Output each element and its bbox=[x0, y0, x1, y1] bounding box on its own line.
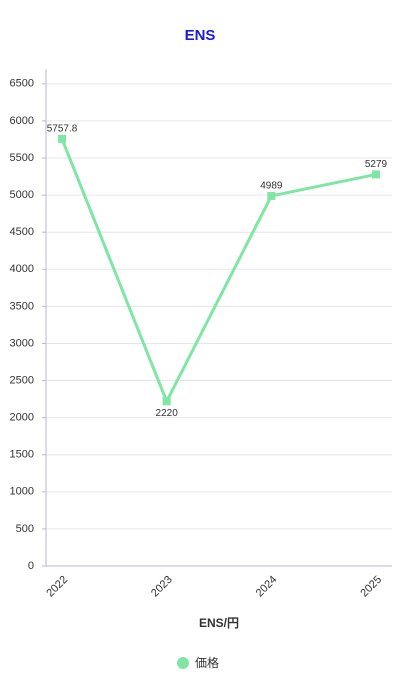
data-label: 5279 bbox=[365, 159, 388, 170]
y-tick-label: 1000 bbox=[10, 486, 34, 498]
y-tick-label: 0 bbox=[28, 560, 34, 572]
x-tick-label: 2022 bbox=[44, 574, 70, 600]
data-label: 4989 bbox=[260, 181, 283, 192]
legend-marker bbox=[177, 657, 189, 669]
x-tick-label: 2025 bbox=[358, 574, 384, 600]
x-axis-label: ENS/円 bbox=[199, 616, 239, 630]
y-tick-label: 3000 bbox=[10, 337, 34, 349]
y-tick-label: 500 bbox=[16, 523, 34, 535]
chart-title: ENS bbox=[185, 27, 216, 44]
data-label: 2220 bbox=[156, 408, 179, 419]
legend-label: 価格 bbox=[195, 655, 219, 670]
y-tick-label: 4500 bbox=[10, 226, 34, 238]
data-label: 5757.8 bbox=[47, 124, 78, 135]
line bbox=[60, 138, 377, 405]
y-tick-label: 2000 bbox=[10, 412, 34, 424]
y-tick-label: 5000 bbox=[10, 189, 34, 201]
y-tick-label: 6000 bbox=[10, 115, 34, 127]
y-tick-label: 4000 bbox=[10, 263, 34, 275]
point bbox=[58, 134, 66, 143]
point bbox=[267, 191, 276, 200]
point bbox=[162, 397, 171, 406]
y-tick-label: 5500 bbox=[10, 152, 34, 164]
y-tick-label: 3500 bbox=[10, 300, 34, 312]
x-tick-label: 2023 bbox=[149, 574, 175, 600]
y-tick-label: 1500 bbox=[10, 449, 34, 461]
y-tick-label: 6500 bbox=[10, 78, 34, 90]
x-tick-label: 2024 bbox=[254, 574, 280, 600]
y-tick-label: 2500 bbox=[10, 374, 34, 386]
point bbox=[372, 170, 380, 179]
